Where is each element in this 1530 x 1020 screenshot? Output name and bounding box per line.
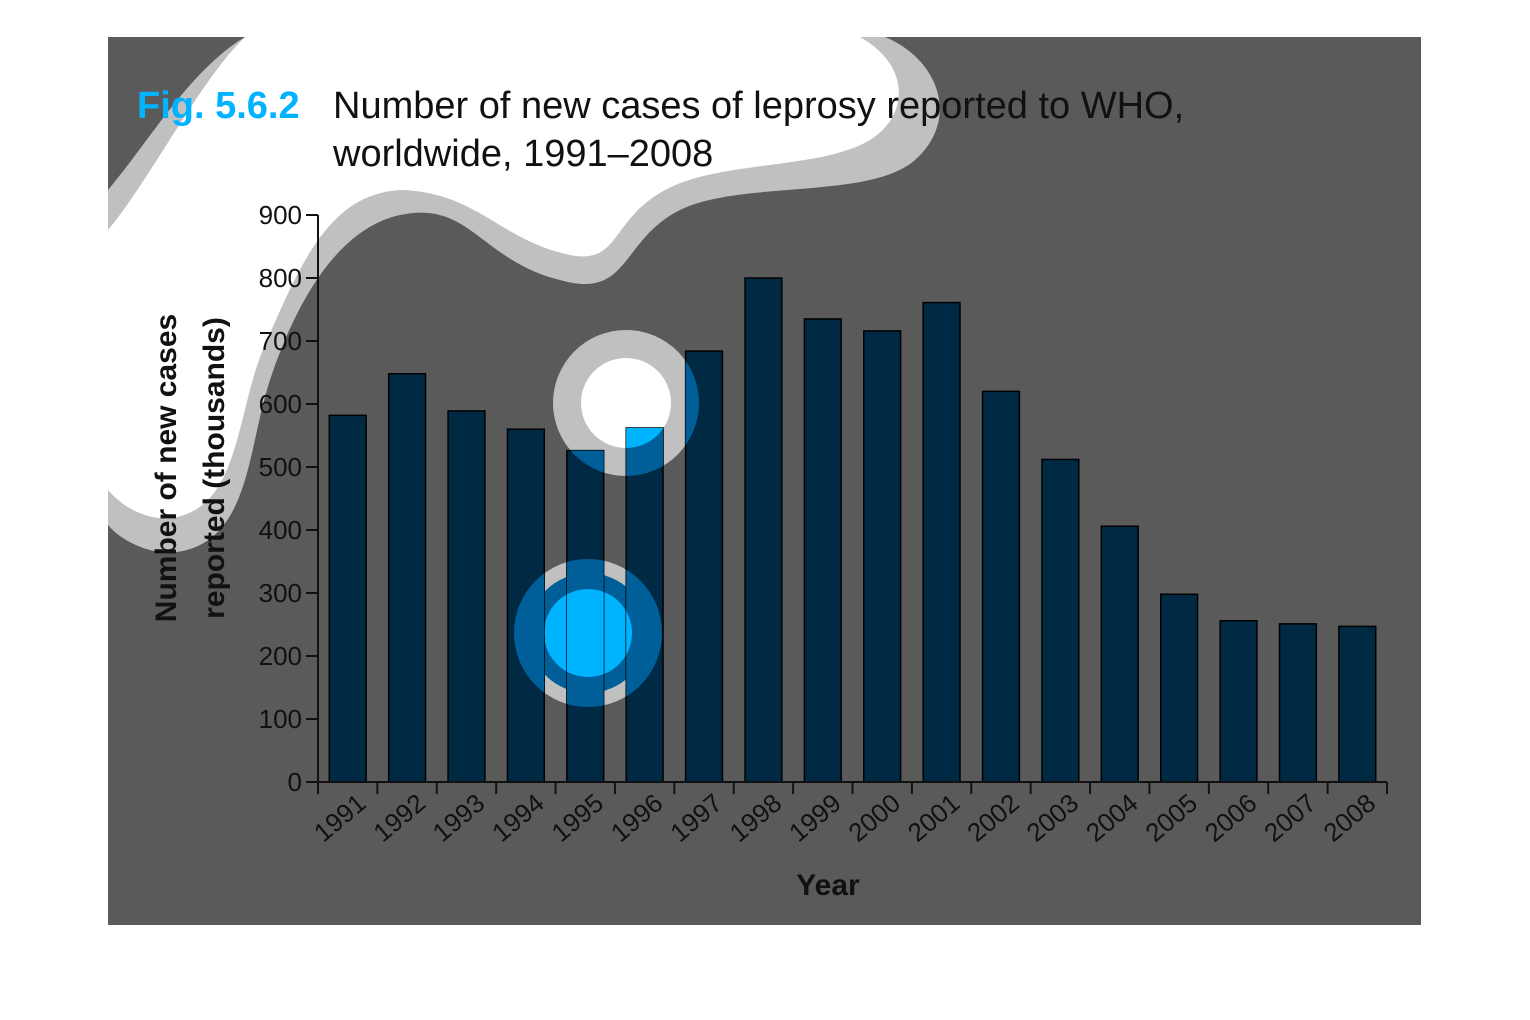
y-axis-title-line-1: Number of new cases xyxy=(150,314,183,622)
white-ring-center xyxy=(581,358,671,448)
y-axis-title-line-2: reported (thousands) xyxy=(198,317,231,619)
ring-tint-bottom-inner xyxy=(544,589,632,677)
white-blob xyxy=(108,37,899,519)
y-tick-label: 300 xyxy=(259,578,302,608)
bar-2002 xyxy=(981,390,1021,783)
y-tick-label: 500 xyxy=(259,452,302,482)
bar-tint-b-inner-1996 xyxy=(626,589,632,677)
bar-2006 xyxy=(1219,619,1258,783)
bar-1998 xyxy=(744,277,783,783)
bar-1993 xyxy=(447,410,486,783)
y-tick-label: 400 xyxy=(259,515,302,545)
x-axis-title: Year xyxy=(796,869,860,902)
figure-title-line-1: Number of new cases of leprosy reported … xyxy=(333,85,1184,127)
y-tick-label: 600 xyxy=(259,389,302,419)
y-tick-label: 200 xyxy=(259,641,302,671)
y-tick-label: 900 xyxy=(259,200,302,230)
bar-2005 xyxy=(1159,593,1199,783)
bar-2003 xyxy=(1041,458,1080,783)
bar-tint-b-inner-1994 xyxy=(544,589,545,677)
bar-1991 xyxy=(328,414,367,783)
bar-1999 xyxy=(803,318,842,783)
bar-2004 xyxy=(1100,525,1139,783)
figure-number: Fig. 5.6.2 xyxy=(137,85,300,127)
bar-2008 xyxy=(1338,625,1377,783)
y-tick-label: 800 xyxy=(259,263,302,293)
bar-1992 xyxy=(387,373,427,783)
figure-title-line-2: worldwide, 1991–2008 xyxy=(332,133,713,175)
bar-tint-b-inner-1995 xyxy=(566,589,604,677)
bar-2007 xyxy=(1278,623,1318,783)
y-tick-label: 700 xyxy=(259,326,302,356)
bar-2000 xyxy=(863,330,902,783)
y-tick-label: 0 xyxy=(288,767,302,797)
bar-2001 xyxy=(922,301,961,783)
y-tick-label: 100 xyxy=(259,704,302,734)
